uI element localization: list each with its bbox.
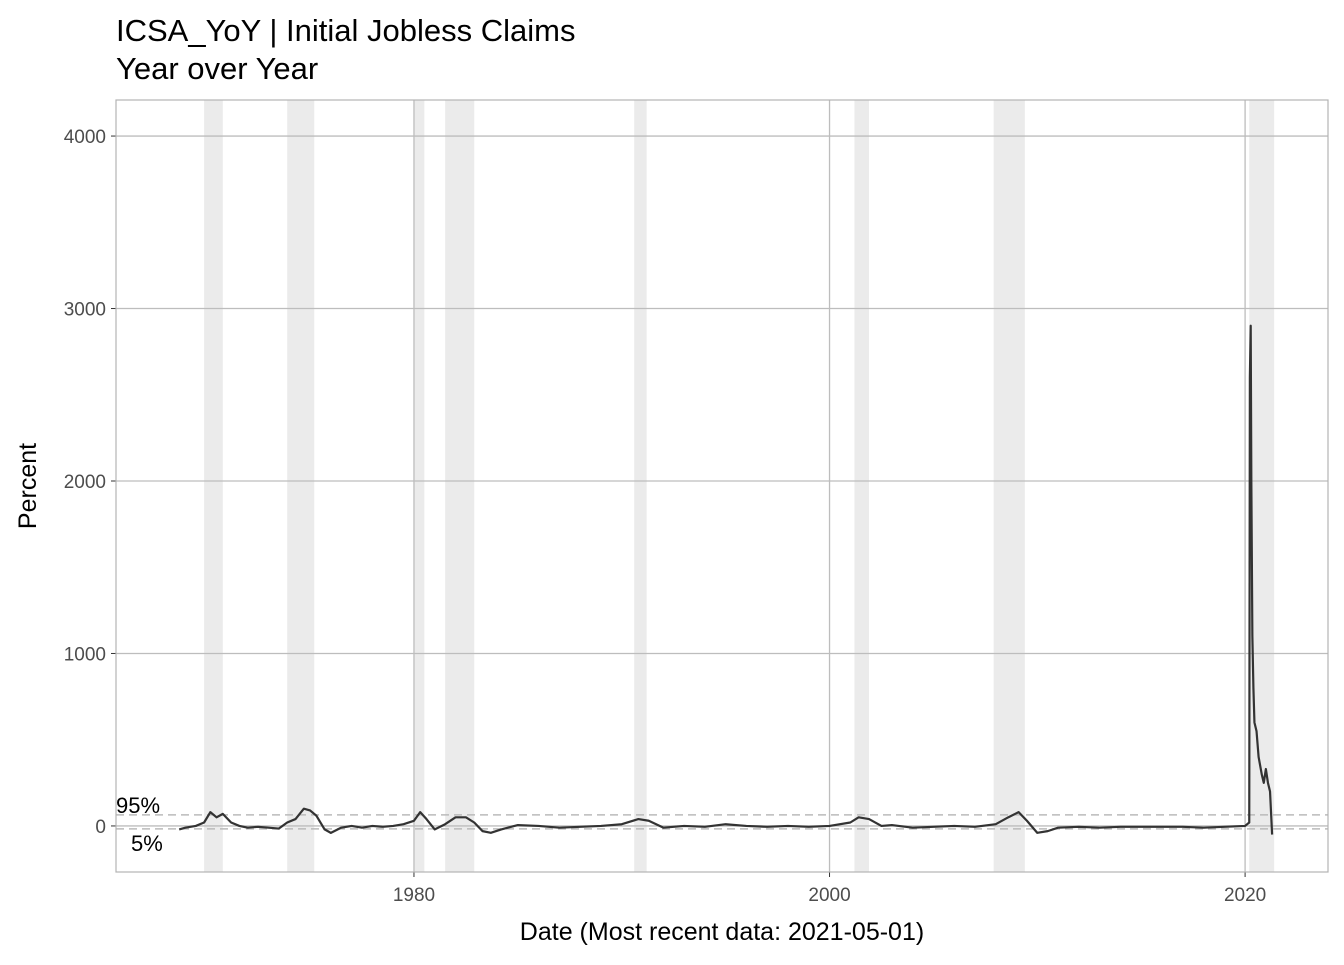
x-tick-label: 1980 [393,885,435,906]
recession-band [1249,100,1275,872]
recession-band [287,100,315,872]
panel-border [115,99,1329,873]
reference-label: 5% [131,831,163,856]
x-axis-label: Date (Most recent data: 2021-05-01) [520,918,924,946]
y-tick-label: 1000 [64,644,106,665]
y-tick-label: 3000 [64,300,106,321]
y-tick-label: 2000 [64,472,106,493]
chart-title: ICSA_YoY | Initial Jobless Claims [116,13,576,48]
y-tick-label: 0 [95,817,106,838]
recession-band [854,100,870,872]
x-tick-label: 2020 [1224,885,1266,906]
recession-band [993,100,1025,872]
chart-subtitle: Year over Year [116,51,318,86]
x-tick-label: 2000 [808,885,850,906]
y-tick-label: 4000 [64,127,106,148]
recession-band [634,100,647,872]
recession-band [445,100,475,872]
data-line [178,324,1274,835]
recession-band [413,100,425,872]
reference-label: 95% [116,793,160,818]
recession-band [204,100,223,872]
y-axis-label: Percent [14,443,42,529]
